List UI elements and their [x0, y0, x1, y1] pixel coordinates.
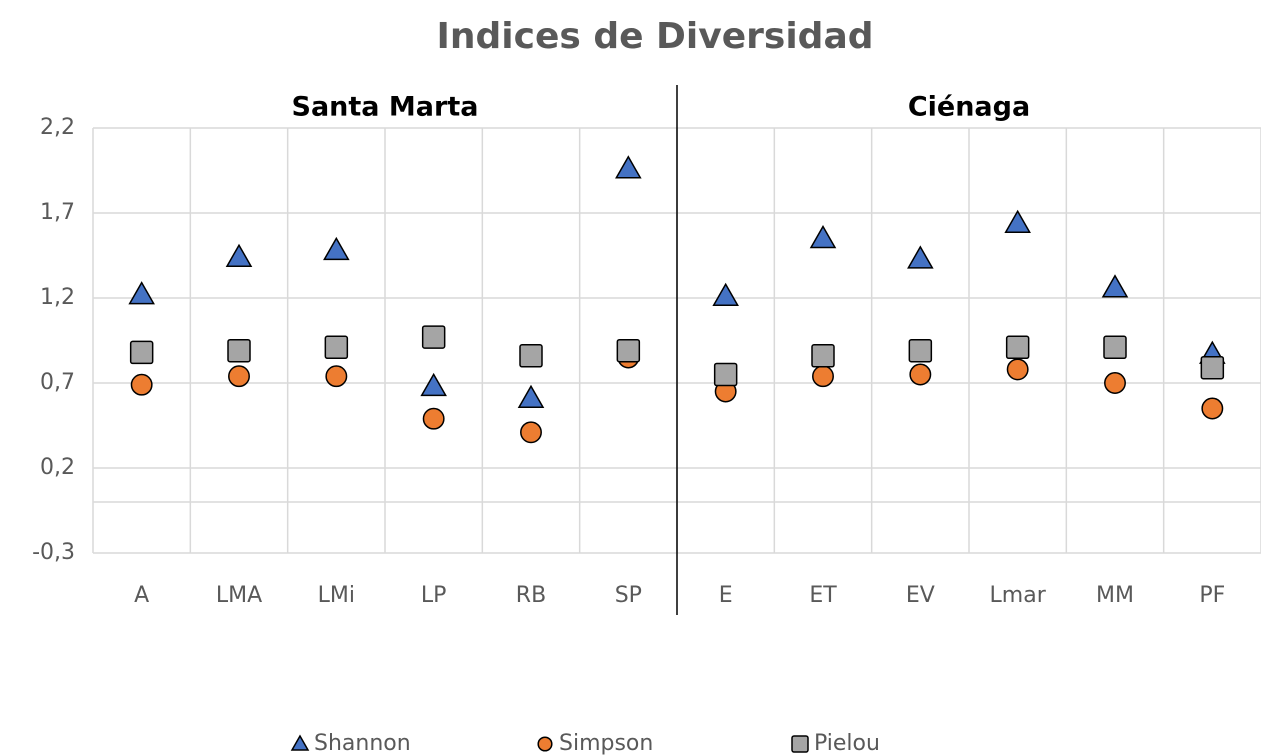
- point: [1200, 355, 1225, 380]
- point: [517, 384, 545, 409]
- x-tick-label: LMi: [318, 583, 355, 608]
- x-tick-label: LP: [421, 583, 447, 608]
- x-tick-label: EV: [906, 583, 935, 608]
- legend-marker: [290, 734, 310, 751]
- group-label: Santa Marta: [292, 92, 479, 123]
- x-tick-label: ET: [809, 583, 837, 608]
- x-tick-label: LMA: [216, 583, 262, 608]
- y-tick-label: 2,2: [40, 115, 75, 140]
- point: [129, 340, 154, 365]
- point: [420, 372, 447, 397]
- x-tick-label: PF: [1199, 583, 1225, 608]
- point: [520, 421, 542, 444]
- point: [1004, 209, 1031, 233]
- point: [615, 155, 642, 179]
- point: [128, 281, 155, 305]
- point: [1101, 274, 1129, 298]
- point: [323, 236, 350, 261]
- point: [1006, 358, 1029, 381]
- point: [225, 243, 253, 267]
- point: [811, 344, 835, 368]
- point: [325, 365, 348, 388]
- legend-marker: [791, 735, 809, 753]
- point: [227, 338, 251, 363]
- point: [907, 245, 934, 269]
- point: [1103, 335, 1127, 360]
- point: [228, 365, 250, 388]
- point: [809, 224, 837, 249]
- chart-title: Indices de Diversidad: [436, 16, 873, 57]
- group-label: Ciénaga: [908, 92, 1030, 123]
- point: [908, 338, 933, 363]
- point: [1005, 335, 1030, 360]
- point: [421, 325, 446, 349]
- point: [1201, 397, 1224, 420]
- point: [712, 282, 739, 307]
- x-tick-label: Lmar: [990, 583, 1047, 608]
- x-tick-label: SP: [615, 583, 642, 608]
- point: [519, 344, 543, 368]
- point: [713, 362, 738, 387]
- y-tick-label: 0,2: [40, 455, 75, 480]
- x-tick-label: MM: [1096, 583, 1134, 608]
- legend-label: Shannon: [314, 731, 411, 756]
- x-tick-label: RB: [516, 583, 546, 608]
- point: [130, 373, 153, 396]
- y-tick-label: 1,7: [40, 200, 75, 225]
- point: [422, 407, 445, 430]
- point: [616, 338, 641, 363]
- y-tick-label: 1,2: [40, 285, 75, 310]
- point: [812, 365, 834, 388]
- y-tick-label: -0,3: [32, 540, 75, 565]
- legend-label: Pielou: [814, 731, 880, 756]
- point: [909, 363, 932, 386]
- point: [324, 335, 349, 360]
- legend-label: Simpson: [559, 731, 653, 756]
- y-tick-label: 0,7: [40, 370, 75, 395]
- x-tick-label: A: [134, 583, 149, 608]
- x-tick-label: E: [719, 583, 733, 608]
- legend-marker: [537, 736, 553, 752]
- point: [1104, 372, 1126, 394]
